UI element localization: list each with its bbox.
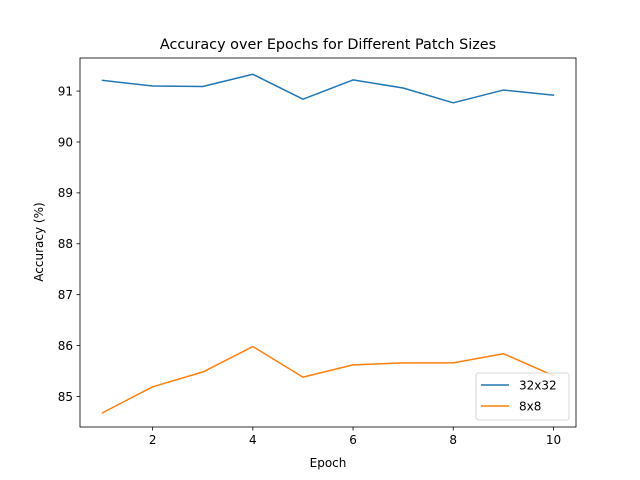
axes-frame xyxy=(79,57,577,428)
y-tick-label: 85 xyxy=(58,390,73,404)
x-tick-label: 8 xyxy=(449,433,457,447)
x-tick-label: 4 xyxy=(249,433,257,447)
x-axis-label: Epoch xyxy=(310,456,347,470)
y-tick-label: 89 xyxy=(58,186,73,200)
y-tick-label: 90 xyxy=(58,135,73,149)
y-tick-label: 86 xyxy=(58,339,73,353)
plot-area: 2 4 6 8 10 85 86 87 88 89 90 91 32x32 8x8 xyxy=(58,57,577,447)
x-tick-label: 2 xyxy=(149,433,157,447)
legend-label: 32x32 xyxy=(519,378,557,392)
y-axis-label: Accuracy (%) xyxy=(32,202,46,281)
y-tick-label: 88 xyxy=(58,237,73,251)
series-line-8x8 xyxy=(101,345,555,414)
y-tick-label: 91 xyxy=(58,84,73,98)
series-line-32x32 xyxy=(101,73,555,104)
y-tick-label: 87 xyxy=(58,288,73,302)
legend-label: 8x8 xyxy=(519,399,541,413)
x-tick-label: 10 xyxy=(546,433,561,447)
x-tick-label: 6 xyxy=(349,433,357,447)
chart-title: Accuracy over Epochs for Different Patch… xyxy=(160,37,496,53)
